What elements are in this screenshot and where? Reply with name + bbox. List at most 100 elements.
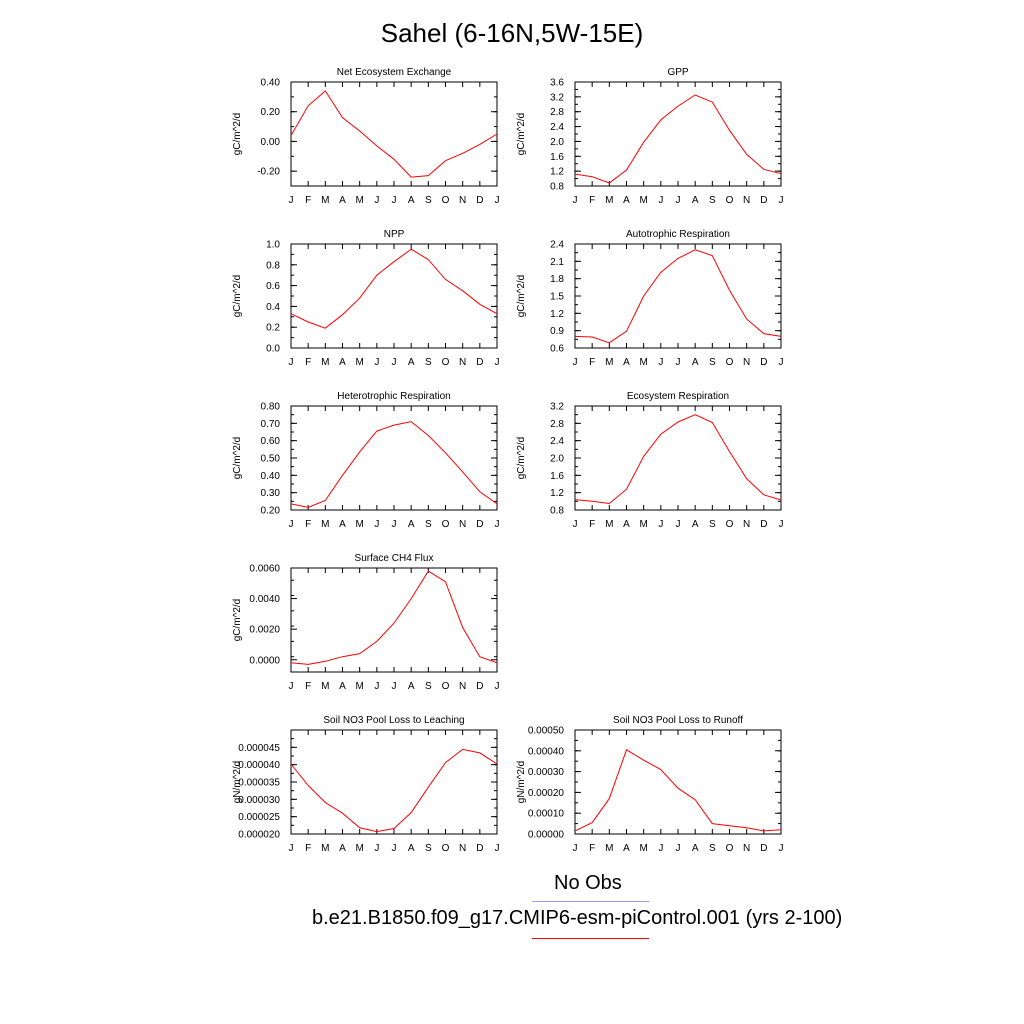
x-tick-label: J (374, 519, 379, 530)
x-tick-label: J (495, 843, 500, 854)
y-tick-label: 0.00 (261, 137, 281, 148)
x-tick-label: J (658, 195, 663, 206)
x-tick-label: A (408, 519, 415, 530)
chart-title: Soil NO3 Pool Loss to Leaching (323, 715, 464, 726)
x-tick-label: J (676, 357, 681, 368)
y-tick-label: 0.4 (266, 302, 280, 313)
y-tick-label: 2.4 (550, 240, 564, 251)
x-tick-label: O (726, 357, 734, 368)
x-tick-label: N (743, 519, 750, 530)
x-tick-label: J (392, 681, 397, 692)
y-axis-label: gN/m^2/d (232, 761, 243, 804)
y-tick-label: 0.60 (261, 436, 281, 447)
y-tick-label: -0.20 (257, 167, 280, 178)
x-tick-label: M (355, 195, 363, 206)
x-tick-label: A (339, 681, 346, 692)
y-tick-label: 0.70 (261, 419, 281, 430)
x-tick-label: M (321, 357, 329, 368)
x-tick-label: J (573, 357, 578, 368)
y-tick-label: 0.000035 (238, 778, 280, 789)
chart-title: NPP (384, 229, 405, 240)
y-axis-label: gC/m^2/d (516, 437, 527, 480)
y-tick-label: 3.6 (550, 78, 564, 89)
y-tick-label: 0.8 (550, 182, 564, 193)
y-tick-label: 0.0000 (249, 655, 280, 666)
x-tick-label: O (726, 195, 734, 206)
x-tick-label: M (639, 195, 647, 206)
page-title: Sahel (6-16N,5W-15E) (380, 18, 644, 48)
y-tick-label: 0.40 (261, 471, 281, 482)
x-tick-label: O (726, 843, 734, 854)
x-tick-label: M (321, 681, 329, 692)
x-tick-label: J (392, 519, 397, 530)
x-tick-label: J (779, 357, 784, 368)
y-tick-label: 0.00010 (528, 809, 565, 820)
x-tick-label: O (442, 843, 450, 854)
x-tick-label: S (425, 195, 432, 206)
x-tick-label: M (605, 843, 613, 854)
y-tick-label: 2.0 (550, 137, 564, 148)
x-tick-label: F (305, 681, 311, 692)
y-tick-label: 0.00000 (528, 830, 565, 841)
x-tick-label: A (339, 843, 346, 854)
x-tick-label: M (355, 681, 363, 692)
series-line (290, 570, 498, 665)
y-tick-label: 0.2 (266, 323, 280, 334)
y-axis-label: gC/m^2/d (232, 437, 243, 480)
x-tick-label: J (658, 357, 663, 368)
y-axis-label: gC/m^2/d (232, 113, 243, 156)
x-tick-label: J (573, 843, 578, 854)
x-tick-label: A (408, 195, 415, 206)
y-tick-label: 0.00020 (528, 788, 565, 799)
x-tick-label: M (355, 519, 363, 530)
legend-model-label: b.e21.B1850.f09_g17.CMIP6-esm-piControl.… (312, 907, 843, 929)
x-tick-label: S (425, 843, 432, 854)
x-tick-label: M (355, 357, 363, 368)
x-tick-label: A (408, 681, 415, 692)
x-tick-label: D (760, 843, 767, 854)
y-tick-label: 0.40 (261, 78, 281, 89)
y-tick-label: 0.20 (261, 506, 281, 517)
x-tick-label: A (692, 195, 699, 206)
y-tick-label: 0.000040 (238, 760, 280, 771)
x-tick-label: O (442, 519, 450, 530)
x-tick-label: O (442, 681, 450, 692)
y-tick-label: 0.0060 (249, 564, 280, 575)
x-tick-label: J (374, 357, 379, 368)
y-tick-label: 1.6 (550, 152, 564, 163)
x-tick-label: O (442, 195, 450, 206)
x-tick-label: M (355, 843, 363, 854)
series-line (290, 421, 498, 508)
x-tick-label: N (743, 357, 750, 368)
y-tick-label: 3.2 (550, 92, 564, 103)
x-tick-label: F (305, 519, 311, 530)
series-line (290, 748, 498, 833)
chart-title: Ecosystem Respiration (627, 391, 729, 402)
y-axis-label: gC/m^2/d (232, 599, 243, 642)
x-tick-label: J (658, 843, 663, 854)
chart-title: GPP (667, 67, 688, 78)
y-tick-label: 1.5 (550, 292, 564, 303)
x-tick-label: J (779, 843, 784, 854)
x-tick-label: N (743, 843, 750, 854)
y-axis-label: gC/m^2/d (516, 275, 527, 318)
y-tick-label: 0.6 (550, 344, 564, 355)
x-tick-label: J (676, 843, 681, 854)
plot-frame (574, 243, 782, 349)
chart-title: Surface CH4 Flux (355, 553, 434, 564)
x-tick-label: S (709, 843, 716, 854)
x-tick-label: J (573, 195, 578, 206)
x-tick-label: J (495, 681, 500, 692)
x-tick-label: J (658, 519, 663, 530)
x-tick-label: J (676, 519, 681, 530)
plot-frame (290, 405, 498, 511)
chart-title: Soil NO3 Pool Loss to Runoff (613, 715, 743, 726)
x-tick-label: F (589, 843, 595, 854)
